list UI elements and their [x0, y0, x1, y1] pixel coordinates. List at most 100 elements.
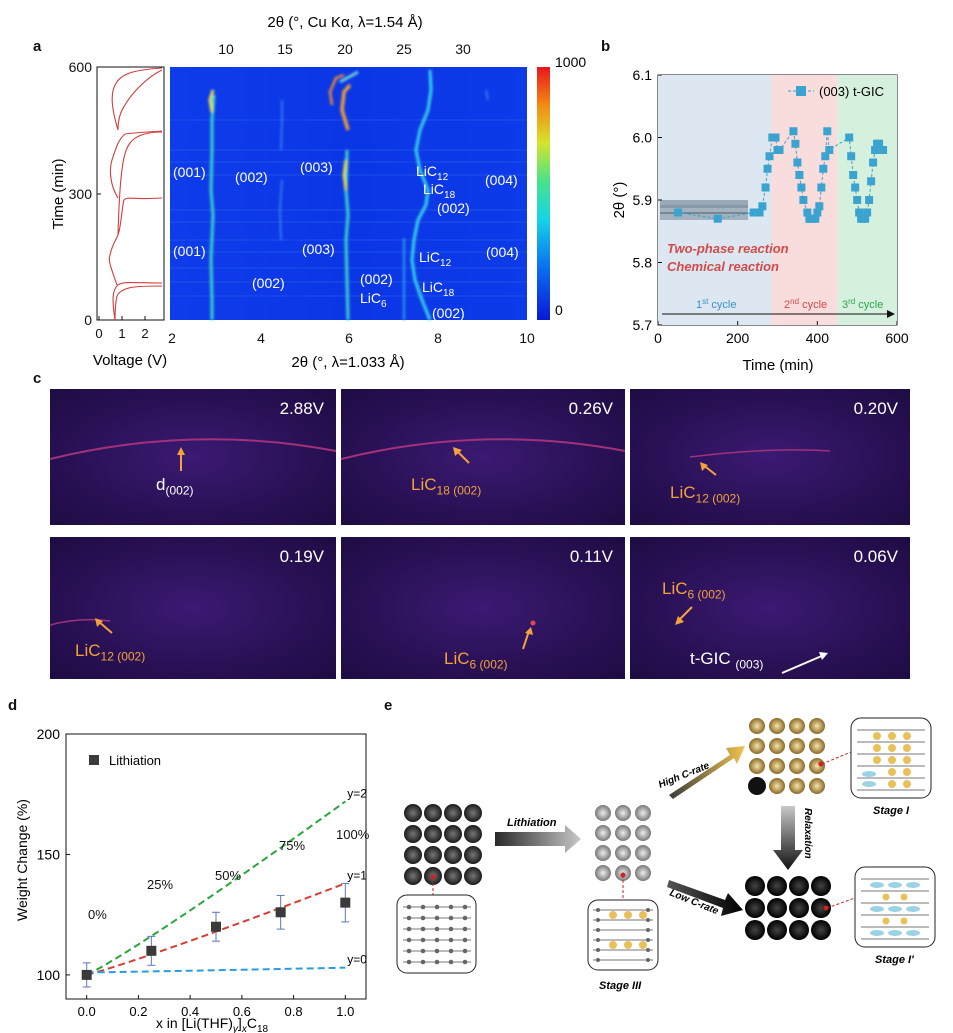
voltage-tick-2: 2 [141, 326, 148, 341]
chart-b-ylabel: 2θ (°) [611, 182, 628, 219]
x-tick-label: 0.8 [285, 1004, 303, 1019]
peak-002-upper: (002) [235, 169, 268, 185]
panel-letter-d: d [8, 697, 18, 714]
colorbar-max: 1000 [555, 54, 586, 70]
data-point [855, 208, 864, 217]
data-point [851, 183, 860, 192]
peak-001-upper: (001) [173, 164, 206, 180]
pct-75: 75% [279, 838, 305, 853]
stage-i-particles [749, 718, 825, 794]
cycle-3-label: 3rd cycle [842, 297, 883, 311]
y-tick-label: 200 [37, 726, 61, 742]
data-point [749, 208, 758, 217]
data-point [791, 139, 800, 148]
chart-d-frame [65, 733, 367, 1000]
colorbar-min: 0 [555, 302, 563, 318]
data-point [867, 177, 876, 186]
panel-b-chart: 0 200 400 600 5.7 5.8 5.9 6.0 6.1 Two-phase reac… [611, 67, 909, 374]
y-tick-label: 5.8 [633, 255, 653, 271]
data-point [869, 158, 878, 167]
y-tick-label: 5.7 [633, 317, 653, 333]
voltage-tick-0: 0 [95, 326, 102, 341]
top-tick-25: 25 [396, 41, 412, 57]
tile-0-19v: 0.19V LiC12 (002) [50, 537, 336, 679]
time-tick-0: 0 [84, 312, 92, 328]
tile-0-26v-voltage: 0.26V [568, 399, 613, 418]
cycle-1-label: 1st cycle [696, 297, 736, 311]
annotation-chemical: Chemical reaction [667, 259, 779, 274]
bottom-tick-2: 2 [168, 330, 176, 346]
stage-i-link [821, 751, 852, 765]
data-point [825, 146, 834, 154]
stage-iii-particles [595, 805, 651, 881]
data-point [775, 146, 784, 154]
bottom-tick-10: 10 [519, 330, 535, 346]
x-tick-label: 0 [654, 330, 662, 346]
heatmap-stripes [170, 119, 527, 297]
data-point [713, 214, 722, 223]
data-point [673, 208, 682, 217]
y-tick-label: 5.9 [633, 192, 653, 208]
top-axis-title: 2θ (°, Cu Kα, λ=1.54 Å) [267, 14, 422, 31]
stage-i-prime-particles [745, 876, 831, 940]
data-point [861, 214, 870, 223]
data-point [819, 164, 828, 173]
lithiation-label: Lithiation [507, 817, 557, 829]
low-rate-arrow [667, 880, 743, 916]
panel-e-schematic: Lithiation Stage III High C-rate Low C-r… [396, 717, 936, 992]
panel-letter-b: b [601, 38, 611, 55]
tile-2-88v-label: d(002) [156, 475, 194, 498]
stage-i-label: Stage I [873, 805, 910, 817]
voltage-tick-1: 1 [118, 326, 125, 341]
peak-004-upper: (004) [485, 172, 518, 188]
cycle-arrowhead [887, 310, 895, 318]
heatmap-peaks [208, 69, 489, 321]
tile-2-88v-voltage: 2.88V [279, 399, 324, 418]
top-tick-10: 10 [218, 41, 234, 57]
data-point [823, 127, 832, 136]
peak-lic18-upper: LiC18 [423, 181, 456, 201]
data-point [765, 152, 774, 161]
stage-iii-lines [593, 909, 653, 961]
x-tick-label: 0.4 [181, 1004, 199, 1019]
peak-003-upper: (003) [300, 159, 333, 175]
x-tick-label: 0.2 [129, 1004, 147, 1019]
tile-0-06v-label-2: t-GIC (003) [690, 649, 764, 672]
voltage-curve-1 [112, 281, 163, 321]
tile-0-11v-label: LiC6 (002) [444, 649, 508, 672]
legend-d-marker [89, 755, 99, 765]
x-tick-label: 400 [806, 330, 830, 346]
stage-i-li [873, 732, 911, 788]
y-tick-label: 6.0 [633, 130, 653, 146]
data-point [763, 164, 772, 173]
tile-0-19v-voltage: 0.19V [279, 547, 324, 566]
pristine-atoms [406, 904, 468, 965]
voltage-axis-label: Voltage (V) [93, 352, 167, 369]
voltage-box [96, 66, 165, 321]
panel-letter-a: a [33, 38, 42, 55]
stage-i-prime-label: Stage I' [875, 954, 914, 966]
pct-0: 0% [88, 907, 107, 922]
voltage-curve-3 [109, 67, 163, 199]
panel-letter-c: c [33, 370, 42, 387]
data-point [813, 208, 822, 217]
data-point [821, 152, 830, 161]
data-point [875, 139, 884, 148]
tile-0-06v-label: LiC6 (002) [662, 579, 726, 602]
model-label-y=0: y=0 [347, 953, 367, 967]
data-point [803, 208, 812, 217]
x-tick-label: 0.6 [233, 1004, 251, 1019]
data-point [771, 133, 780, 142]
legend-marker [796, 86, 806, 96]
tile-0-26v: 0.26V LiC18 (002) [341, 389, 625, 525]
y-tick-label: 100 [37, 967, 61, 983]
data-point [211, 921, 221, 932]
peak-lic6: LiC6 [360, 290, 387, 310]
peak-003-lower: (003) [302, 241, 335, 257]
tile-0-11v: 0.11V LiC6 (002) [341, 537, 625, 679]
model-line-y=0 [86, 966, 346, 974]
tile-0-26v-label: LiC18 (002) [411, 475, 482, 498]
voltage-ticks: 0 1 2 [95, 316, 149, 341]
data-point [815, 202, 824, 211]
tile-0-11v-voltage: 0.11V [569, 547, 613, 566]
